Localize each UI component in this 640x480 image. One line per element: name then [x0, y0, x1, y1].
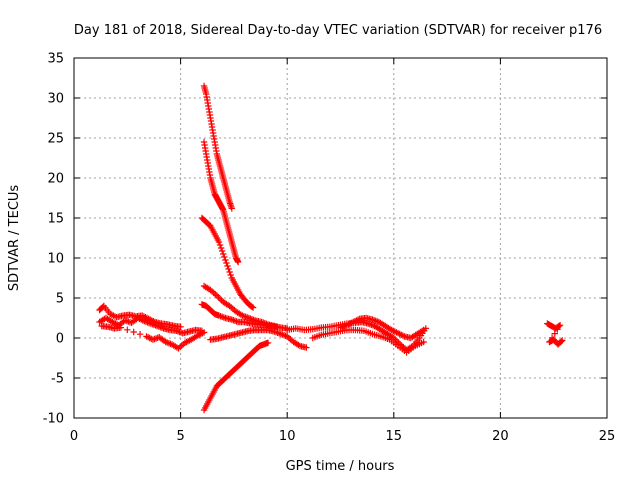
- data-point: [222, 256, 229, 264]
- series-baseline-upper: [96, 302, 184, 330]
- data-point: [234, 258, 242, 266]
- x-tick-label: 0: [70, 429, 78, 444]
- data-point: [225, 265, 232, 273]
- x-tick-label: 10: [279, 429, 296, 444]
- series-late-cluster: [544, 320, 566, 348]
- y-tick-label: 0: [56, 332, 64, 347]
- data-point: [224, 262, 231, 270]
- data-point: [226, 268, 233, 276]
- series-main-continuation-lower: [309, 326, 427, 356]
- data-point: [420, 326, 427, 334]
- data-point: [216, 241, 224, 249]
- data-point: [556, 322, 564, 329]
- series-steep-low: [198, 214, 257, 311]
- data-point: [200, 329, 208, 336]
- data-point: [420, 338, 427, 346]
- x-axis-label: GPS time / hours: [286, 459, 395, 474]
- data-point: [248, 303, 256, 310]
- data-point: [218, 247, 226, 255]
- y-tick-label: 25: [47, 132, 64, 147]
- data-points: [96, 82, 566, 414]
- data-point: [551, 330, 558, 337]
- data-point: [136, 331, 144, 338]
- x-tick-label: 5: [176, 429, 184, 444]
- data-point: [117, 324, 125, 331]
- series-main-continuation-upper: [337, 314, 427, 342]
- x-tick-label: 20: [492, 429, 509, 444]
- y-tick-label: 30: [47, 92, 64, 107]
- y-tick-label: 10: [47, 252, 64, 267]
- x-tick-label: 25: [599, 429, 616, 444]
- data-point: [146, 334, 153, 342]
- series-baseline-lower: [98, 322, 208, 352]
- y-tick-label: 35: [47, 52, 64, 67]
- data-point: [221, 253, 228, 261]
- y-tick-label: 15: [47, 212, 64, 227]
- data-point: [555, 322, 563, 330]
- series-rising-negative: [200, 339, 272, 414]
- data-point: [124, 326, 131, 333]
- data-point: [559, 337, 566, 344]
- series-converging-upper: [198, 301, 280, 330]
- data-point: [130, 328, 137, 336]
- data-point: [215, 294, 222, 301]
- data-point: [557, 338, 565, 345]
- data-point: [554, 326, 561, 333]
- x-tick-label: 15: [386, 429, 403, 444]
- data-point: [177, 323, 184, 330]
- data-point: [264, 339, 272, 346]
- data-point: [220, 250, 227, 258]
- data-point: [223, 259, 230, 267]
- data-point: [215, 238, 223, 246]
- y-tick-label: 5: [56, 292, 64, 307]
- chart-title: Day 181 of 2018, Sidereal Day-to-day VTE…: [74, 23, 602, 38]
- y-axis-label: SDTVAR / TECUs: [7, 185, 22, 292]
- series-converging-lower: [207, 326, 310, 351]
- data-point: [217, 244, 225, 252]
- data-point: [228, 205, 235, 212]
- axis-ticks: 0 5 10 15 20 25 -10 -5 0 5 10 15 20 25 30 35: [43, 52, 616, 445]
- data-point: [303, 344, 310, 351]
- y-tick-label: -5: [51, 372, 64, 387]
- grid: [74, 58, 607, 418]
- data-point: [249, 304, 257, 311]
- data-point: [227, 271, 234, 279]
- data-point: [273, 323, 280, 330]
- series-steep-mid: [200, 138, 242, 266]
- plot-frame: [73, 57, 608, 419]
- y-tick-label: 20: [47, 172, 64, 187]
- y-tick-label: -10: [43, 412, 64, 427]
- data-point: [216, 295, 224, 302]
- series-steep-top: [200, 82, 235, 212]
